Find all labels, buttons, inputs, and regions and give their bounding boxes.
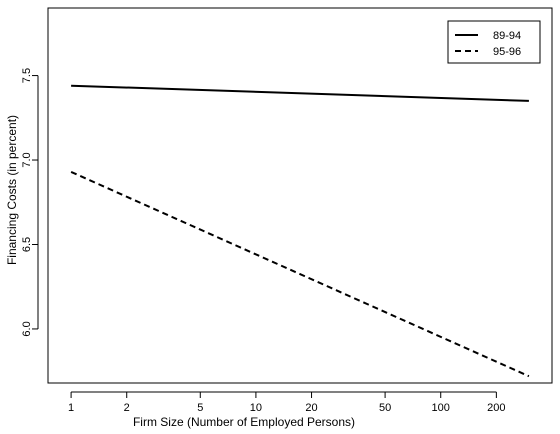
plot-frame bbox=[47, 7, 553, 384]
y-tick-label: 6.0 bbox=[21, 321, 33, 336]
x-tick-label: 50 bbox=[379, 402, 391, 414]
legend: 89-94 95-96 bbox=[447, 20, 541, 64]
legend-label-95-96: 95-96 bbox=[493, 46, 521, 58]
y-tick-label: 7.0 bbox=[21, 152, 33, 167]
legend-label-89-94: 89-94 bbox=[493, 30, 521, 42]
legend-box bbox=[447, 20, 541, 64]
x-tick-label: 100 bbox=[432, 402, 450, 414]
x-tick-label: 10 bbox=[250, 402, 262, 414]
x-tick-label: 20 bbox=[305, 402, 317, 414]
x-tick-label: 2 bbox=[124, 402, 130, 414]
x-tick-label: 1 bbox=[68, 402, 74, 414]
x-tick-label: 5 bbox=[197, 402, 203, 414]
x-axis: 1 2 5 10 20 50 100 200 bbox=[68, 391, 506, 414]
series-line-95-96 bbox=[70, 170, 530, 378]
y-tick-label: 7.5 bbox=[21, 68, 33, 83]
series-lines bbox=[70, 84, 530, 378]
y-axis-title: Financing Costs (in percent) bbox=[5, 115, 19, 265]
series-line-89-94 bbox=[71, 84, 529, 102]
y-axis: 6.0 6.5 7.0 7.5 bbox=[21, 68, 39, 337]
x-tick-label: 200 bbox=[487, 402, 505, 414]
y-tick-label: 6.5 bbox=[21, 237, 33, 252]
x-axis-title: Firm Size (Number of Employed Persons) bbox=[133, 415, 355, 429]
